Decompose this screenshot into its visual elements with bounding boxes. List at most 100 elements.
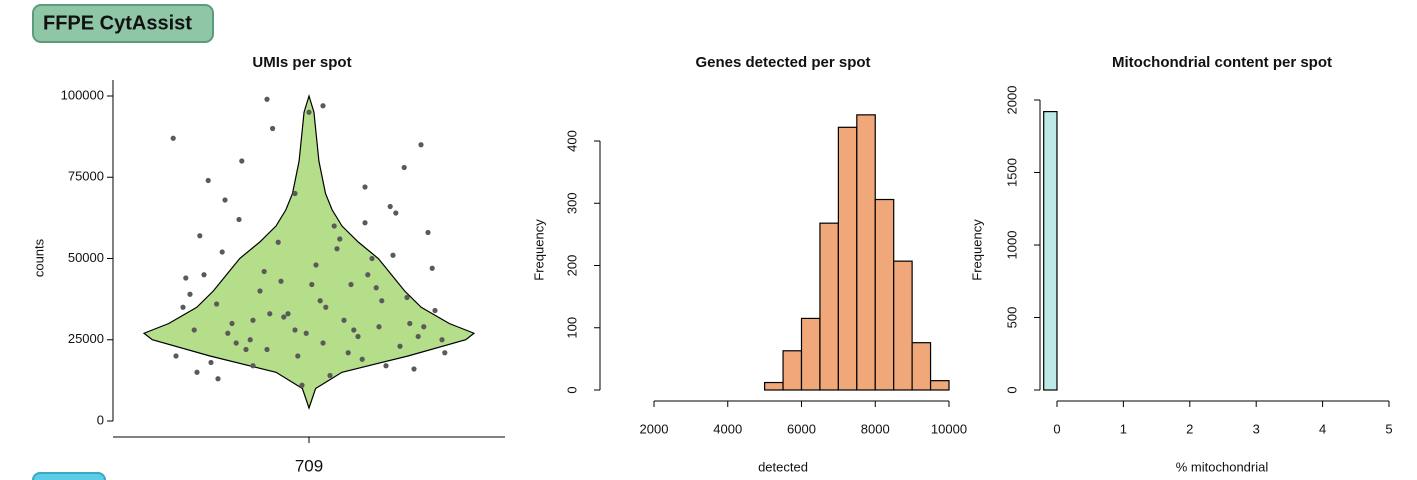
bar	[893, 260, 913, 391]
point	[292, 190, 298, 197]
y-tick-label: 0	[564, 386, 579, 393]
point	[233, 340, 239, 346]
point	[362, 220, 368, 226]
point	[390, 252, 396, 258]
point	[270, 125, 276, 132]
y-tick-label: 500	[1004, 307, 1019, 329]
y-axis-label: Frequency	[531, 219, 546, 281]
point	[411, 366, 417, 372]
y-tick-label: 0	[1004, 386, 1019, 393]
point	[275, 239, 281, 245]
bar	[837, 126, 858, 391]
violin	[142, 93, 476, 410]
point	[351, 327, 357, 333]
x-axis-label: % mitochondrial	[1176, 459, 1269, 474]
point	[373, 285, 379, 291]
point	[320, 340, 326, 346]
chart-title: Mitochondrial content per spot	[1112, 54, 1332, 71]
point	[225, 330, 231, 336]
bar	[764, 381, 784, 391]
point	[383, 363, 389, 369]
x-tick-label: 10000	[931, 421, 967, 436]
x-axis-label: detected	[758, 459, 808, 474]
point	[214, 301, 220, 307]
point	[442, 350, 448, 356]
point	[421, 324, 427, 330]
point	[415, 333, 421, 340]
x-tick-label: 8000	[861, 421, 890, 436]
point	[229, 320, 235, 327]
x-tick-label: 4000	[713, 421, 742, 436]
point	[313, 262, 319, 268]
y-tick-label: 300	[564, 192, 579, 214]
y-tick-label: 25000	[68, 331, 104, 346]
point	[425, 229, 431, 236]
bar	[819, 222, 839, 391]
point	[208, 359, 214, 366]
point	[387, 203, 393, 210]
point	[295, 353, 301, 359]
y-axis-label: Frequency	[969, 219, 984, 281]
y-tick-label: 1500	[1004, 158, 1019, 187]
point	[285, 311, 291, 317]
x-tick-label: 6000	[787, 421, 816, 436]
point	[222, 197, 228, 203]
point	[264, 96, 270, 102]
point	[197, 233, 203, 239]
point	[299, 382, 305, 388]
x-tick-label: 2000	[640, 421, 669, 436]
point	[267, 311, 273, 317]
point	[236, 216, 242, 223]
badge	[32, 4, 214, 43]
x-tick-label: 4	[1319, 421, 1326, 436]
y-tick-label: 2000	[1004, 86, 1019, 115]
point	[219, 249, 225, 255]
bar	[911, 342, 932, 391]
point	[369, 255, 375, 262]
badge-text: FFPE CytAssist	[43, 12, 192, 34]
point	[327, 372, 333, 379]
point	[320, 103, 326, 109]
point	[341, 317, 347, 323]
point	[401, 164, 407, 171]
point	[439, 337, 445, 343]
y-tick-label: 0	[97, 412, 104, 427]
y-tick-label: 400	[564, 130, 579, 152]
point	[243, 346, 249, 353]
chart-title: UMIs per spot	[252, 54, 351, 71]
x-tick-label: 0	[1053, 421, 1060, 436]
point	[201, 272, 207, 278]
bar	[800, 317, 821, 391]
point	[407, 320, 413, 327]
point	[379, 298, 385, 304]
x-tick-label: 709	[295, 456, 323, 475]
point	[362, 184, 368, 190]
point	[404, 294, 410, 301]
point	[250, 317, 256, 323]
point	[334, 246, 340, 252]
point	[173, 353, 179, 359]
point	[345, 350, 351, 356]
bar	[929, 380, 950, 391]
point	[365, 272, 371, 278]
bar	[856, 114, 876, 391]
point	[303, 330, 309, 336]
chart-title: Genes detected per spot	[695, 54, 870, 71]
point	[348, 281, 354, 288]
x-tick-label: 1	[1120, 421, 1127, 436]
y-tick-label: 50000	[68, 250, 104, 265]
point	[194, 369, 200, 375]
bar	[1043, 110, 1058, 391]
button[interactable]	[32, 472, 106, 480]
point	[309, 281, 315, 288]
point	[281, 314, 287, 320]
y-tick-label: 75000	[68, 169, 104, 184]
point	[397, 343, 403, 349]
point	[183, 275, 189, 281]
y-tick-label: 200	[564, 255, 579, 277]
point	[292, 327, 298, 333]
point	[278, 278, 284, 284]
point	[418, 142, 424, 148]
y-tick-label: 100	[564, 317, 579, 339]
